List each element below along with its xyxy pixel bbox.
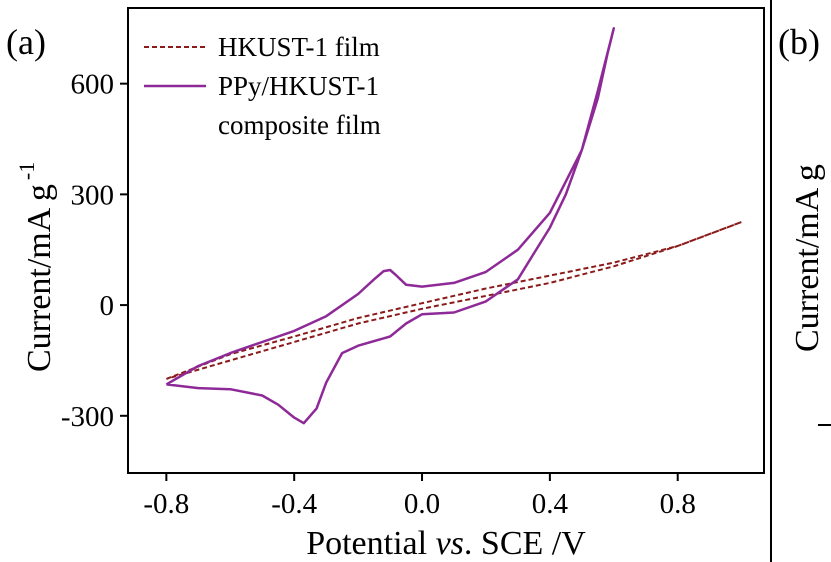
x-axis-label-part-1: Potential bbox=[306, 525, 435, 562]
x-tick-label: -0.8 bbox=[143, 488, 189, 520]
y-tick-label: 300 bbox=[71, 179, 115, 211]
axis-tick-labels: -0.8 -0.4 0.0 0.4 0.8 -300 0 300 600 bbox=[61, 69, 696, 520]
x-axis-label-part-3: . SCE /V bbox=[464, 525, 586, 562]
y-tick-label: -300 bbox=[61, 401, 114, 433]
x-tick-label: -0.4 bbox=[271, 488, 317, 520]
series-line-hkust1 bbox=[166, 221, 743, 380]
y-axis-label-superscript: -1 bbox=[14, 162, 39, 180]
y-axis-label-text: Current/mA g bbox=[21, 184, 58, 372]
x-tick-label: 0.4 bbox=[532, 488, 569, 520]
x-axis-label-part-2: vs bbox=[436, 525, 464, 562]
legend-label-hkust1: HKUST-1 film bbox=[218, 32, 380, 62]
right-panel-ylabel-fragment: Current/mA g bbox=[789, 164, 826, 352]
plot-frame bbox=[127, 7, 765, 474]
legend-label-ppy-hkust1-line1: PPy/HKUST-1 bbox=[218, 71, 379, 101]
panel-label-a: (a) bbox=[6, 22, 46, 62]
x-axis-label: Potential vs. SCE /V bbox=[306, 525, 586, 562]
panel-label-b: (b) bbox=[778, 22, 820, 62]
right-panel-ylabel-text: Current/mA g bbox=[789, 164, 826, 352]
x-tick-label: 0.8 bbox=[660, 488, 696, 520]
y-tick-label: 600 bbox=[71, 69, 115, 101]
y-axis-label: Current/mA g -1 bbox=[14, 162, 58, 372]
series-line-ppy-hkust1 bbox=[165, 27, 616, 425]
y-tick-label: 0 bbox=[100, 290, 115, 322]
data-series bbox=[165, 27, 743, 425]
legend: HKUST-1 film PPy/HKUST-1 composite film bbox=[144, 32, 381, 140]
x-tick-label: 0.0 bbox=[404, 488, 440, 520]
legend-label-ppy-hkust1-line2: composite film bbox=[218, 110, 381, 140]
axis-ticks bbox=[120, 82, 679, 481]
